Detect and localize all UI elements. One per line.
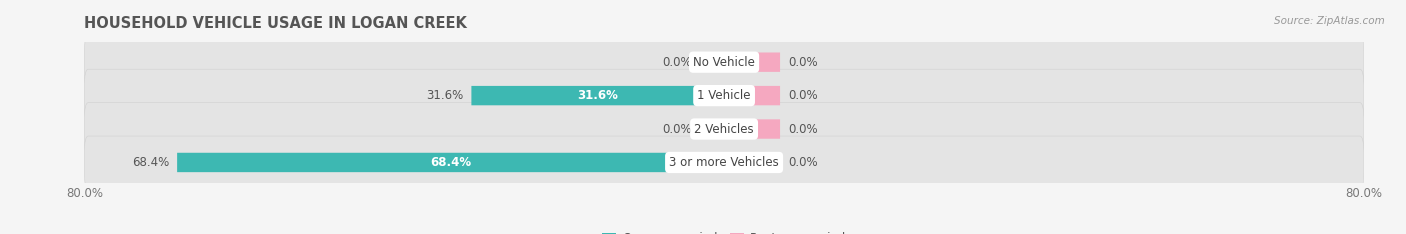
Text: HOUSEHOLD VEHICLE USAGE IN LOGAN CREEK: HOUSEHOLD VEHICLE USAGE IN LOGAN CREEK	[84, 16, 467, 31]
Text: 2 Vehicles: 2 Vehicles	[695, 123, 754, 135]
Text: 0.0%: 0.0%	[662, 56, 692, 69]
Text: 1 Vehicle: 1 Vehicle	[697, 89, 751, 102]
Text: 0.0%: 0.0%	[787, 156, 818, 169]
FancyBboxPatch shape	[700, 119, 724, 139]
FancyBboxPatch shape	[724, 86, 780, 105]
FancyBboxPatch shape	[84, 136, 1364, 189]
FancyBboxPatch shape	[700, 52, 724, 72]
Text: 0.0%: 0.0%	[787, 56, 818, 69]
Text: 0.0%: 0.0%	[787, 89, 818, 102]
Text: 0.0%: 0.0%	[787, 123, 818, 135]
FancyBboxPatch shape	[84, 36, 1364, 89]
Text: 68.4%: 68.4%	[132, 156, 169, 169]
FancyBboxPatch shape	[724, 119, 780, 139]
Legend: Owner-occupied, Renter-occupied: Owner-occupied, Renter-occupied	[598, 227, 851, 234]
FancyBboxPatch shape	[724, 153, 780, 172]
Text: 68.4%: 68.4%	[430, 156, 471, 169]
Text: 31.6%: 31.6%	[578, 89, 619, 102]
Text: No Vehicle: No Vehicle	[693, 56, 755, 69]
Text: 31.6%: 31.6%	[426, 89, 464, 102]
FancyBboxPatch shape	[177, 153, 724, 172]
FancyBboxPatch shape	[471, 86, 724, 105]
Text: 3 or more Vehicles: 3 or more Vehicles	[669, 156, 779, 169]
FancyBboxPatch shape	[84, 69, 1364, 122]
FancyBboxPatch shape	[724, 52, 780, 72]
Text: Source: ZipAtlas.com: Source: ZipAtlas.com	[1274, 16, 1385, 26]
Text: 0.0%: 0.0%	[662, 123, 692, 135]
FancyBboxPatch shape	[84, 103, 1364, 155]
